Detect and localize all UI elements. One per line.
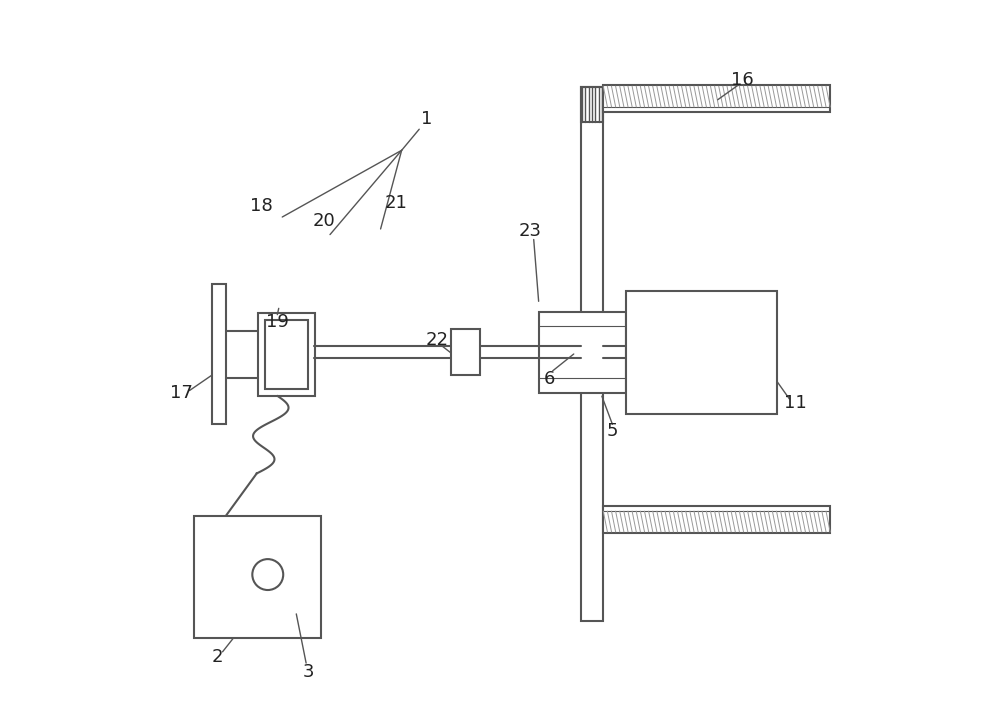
Bar [194,515,321,639]
Text: 1: 1 [421,110,432,127]
Bar [581,87,603,621]
Text: 22: 22 [425,331,448,349]
Text: 6: 6 [543,370,555,387]
Circle shape [252,559,283,590]
Text: 23: 23 [519,222,542,240]
Bar [539,312,626,393]
Text: 3: 3 [303,663,315,680]
Bar [581,87,603,122]
Bar [212,284,226,424]
Bar [603,506,830,533]
Text: 21: 21 [385,194,407,212]
Text: 17: 17 [170,384,193,401]
Text: 11: 11 [784,394,806,412]
Text: 19: 19 [266,314,289,331]
Bar [258,313,315,396]
Bar [626,291,777,413]
Text: 5: 5 [607,422,618,440]
Text: 2: 2 [212,649,223,666]
Bar [603,85,830,112]
Text: 16: 16 [731,71,754,89]
Bar [451,329,480,375]
Bar [265,320,308,389]
Text: 18: 18 [250,198,273,215]
Text: 20: 20 [313,212,336,229]
